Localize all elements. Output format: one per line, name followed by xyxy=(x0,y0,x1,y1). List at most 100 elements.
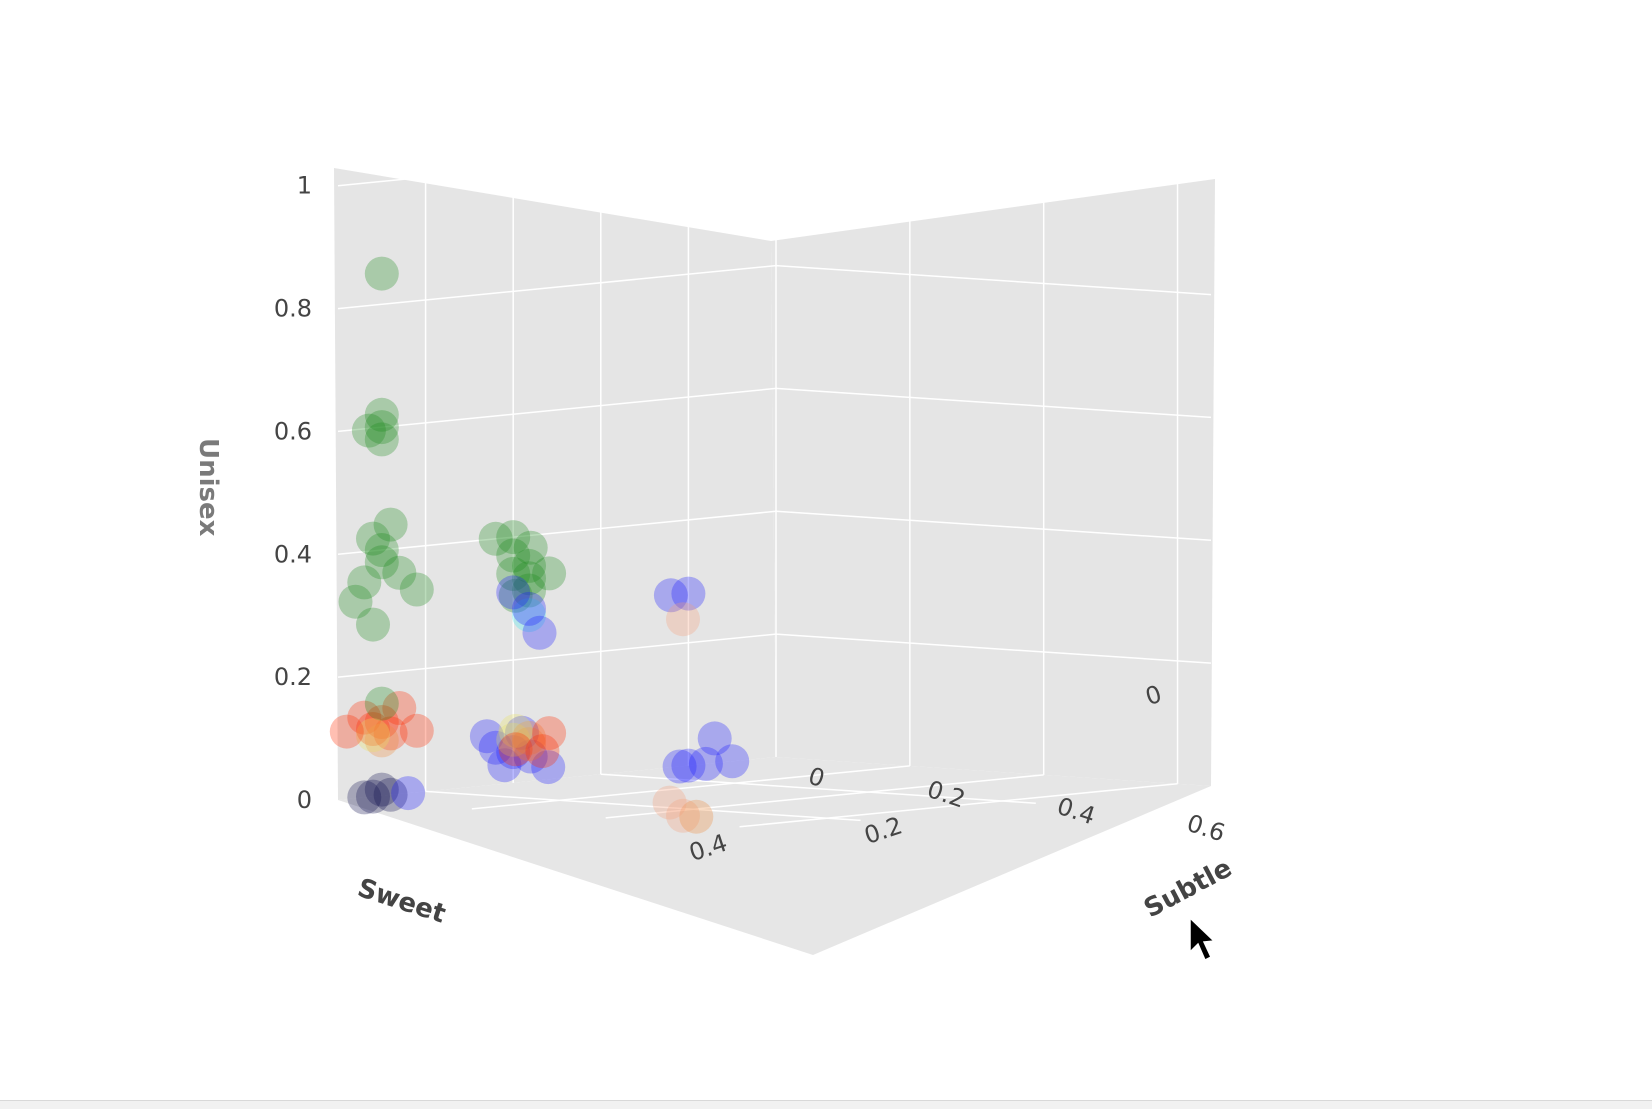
left-back-pane xyxy=(334,168,776,800)
gridline-floor-y xyxy=(739,783,1178,828)
data-point[interactable] xyxy=(662,749,697,784)
gridline-z-right xyxy=(775,387,1212,419)
data-point[interactable] xyxy=(364,705,399,739)
data-point[interactable] xyxy=(653,578,688,613)
data-point[interactable] xyxy=(697,721,732,756)
data-point[interactable] xyxy=(512,561,546,596)
data-point[interactable] xyxy=(496,520,531,555)
gridline-z-left xyxy=(337,264,777,310)
data-point[interactable] xyxy=(364,545,399,580)
data-point[interactable] xyxy=(671,748,706,783)
gridline-z-right xyxy=(775,510,1212,542)
data-point[interactable] xyxy=(512,573,546,608)
data-point[interactable] xyxy=(364,723,399,758)
data-point[interactable] xyxy=(356,779,390,814)
data-point[interactable] xyxy=(679,799,714,834)
data-point[interactable] xyxy=(399,713,434,748)
z-tick-label: 1 xyxy=(297,172,312,200)
data-point[interactable] xyxy=(496,575,531,610)
data-point[interactable] xyxy=(525,734,560,769)
z-tick-label: 0.2 xyxy=(274,663,312,691)
gridline-floor-x xyxy=(425,790,861,822)
y-axis-title: Subtle xyxy=(1139,853,1237,924)
data-point[interactable] xyxy=(512,591,546,626)
gridline-floor-x xyxy=(600,773,1036,804)
gridline-z-left xyxy=(337,633,777,678)
data-point[interactable] xyxy=(356,521,390,556)
data-point[interactable] xyxy=(338,584,373,619)
data-point[interactable] xyxy=(498,578,533,613)
gridline-floor-y xyxy=(471,765,910,810)
z-tick-label: 0.8 xyxy=(274,295,312,323)
z-tick-label: 0.6 xyxy=(274,417,312,445)
data-point[interactable] xyxy=(399,572,434,607)
z-tick-label: 0.4 xyxy=(274,540,312,568)
data-point[interactable] xyxy=(356,607,390,642)
data-point[interactable] xyxy=(347,700,382,735)
gridlines xyxy=(337,141,1212,828)
z-tick-label: 0 xyxy=(297,786,312,814)
data-point[interactable] xyxy=(329,714,364,749)
data-point[interactable] xyxy=(532,556,567,591)
data-point[interactable] xyxy=(715,744,750,779)
data-point[interactable] xyxy=(356,712,390,746)
data-point[interactable] xyxy=(666,602,700,637)
data-point[interactable] xyxy=(487,748,522,783)
data-point[interactable] xyxy=(496,538,531,573)
data-point[interactable] xyxy=(364,772,399,807)
data-point[interactable] xyxy=(498,732,533,767)
data-point[interactable] xyxy=(364,410,399,445)
data-point[interactable] xyxy=(513,739,548,774)
data-point[interactable] xyxy=(391,776,426,811)
data-point[interactable] xyxy=(512,598,546,633)
gridline-z-right xyxy=(775,633,1212,664)
data-point[interactable] xyxy=(512,727,546,762)
data-point[interactable] xyxy=(688,746,723,781)
right-back-pane xyxy=(771,179,1215,786)
data-point[interactable] xyxy=(531,750,566,785)
data-point[interactable] xyxy=(478,521,513,556)
data-point[interactable] xyxy=(382,691,417,725)
data-point[interactable] xyxy=(347,780,382,815)
gridline-z-left xyxy=(337,387,777,433)
z-axis-title: Unisex xyxy=(193,438,223,537)
window-bottom-edge xyxy=(0,1100,1652,1109)
gridline-z-right xyxy=(775,264,1212,296)
data-point[interactable] xyxy=(513,530,548,565)
data-point[interactable] xyxy=(496,735,531,770)
data-point[interactable] xyxy=(666,798,700,833)
data-point[interactable] xyxy=(356,718,390,753)
data-point[interactable] xyxy=(505,715,539,750)
data-point[interactable] xyxy=(364,397,399,432)
gridline-floor-y xyxy=(605,774,1044,819)
data-point[interactable] xyxy=(671,576,706,611)
data-point[interactable] xyxy=(351,413,386,448)
data-point[interactable] xyxy=(373,716,408,751)
data-point[interactable] xyxy=(364,686,399,721)
data-point[interactable] xyxy=(532,716,567,751)
data-point[interactable] xyxy=(347,565,382,600)
data-point[interactable] xyxy=(478,730,513,765)
x-axis-title: Sweet xyxy=(354,873,449,929)
data-points[interactable] xyxy=(329,256,750,834)
gridline-z-right xyxy=(775,141,1212,173)
gridline-z-left xyxy=(337,141,777,187)
data-point[interactable] xyxy=(512,548,546,583)
y-tick-label: 0.6 xyxy=(1183,809,1228,847)
data-point[interactable] xyxy=(469,719,504,754)
data-point[interactable] xyxy=(364,533,399,567)
floor-pane xyxy=(338,757,1211,955)
data-point[interactable] xyxy=(382,555,417,590)
data-point[interactable] xyxy=(496,556,531,591)
data-point[interactable] xyxy=(373,777,408,812)
data-point[interactable] xyxy=(522,615,557,650)
data-point[interactable] xyxy=(364,256,399,291)
data-point[interactable] xyxy=(364,422,399,457)
data-point[interactable] xyxy=(652,785,687,820)
data-point[interactable] xyxy=(373,507,408,542)
data-point[interactable] xyxy=(498,713,533,748)
data-point[interactable] xyxy=(512,720,546,755)
data-point[interactable] xyxy=(496,722,531,757)
mouse-cursor-icon xyxy=(1189,916,1216,962)
